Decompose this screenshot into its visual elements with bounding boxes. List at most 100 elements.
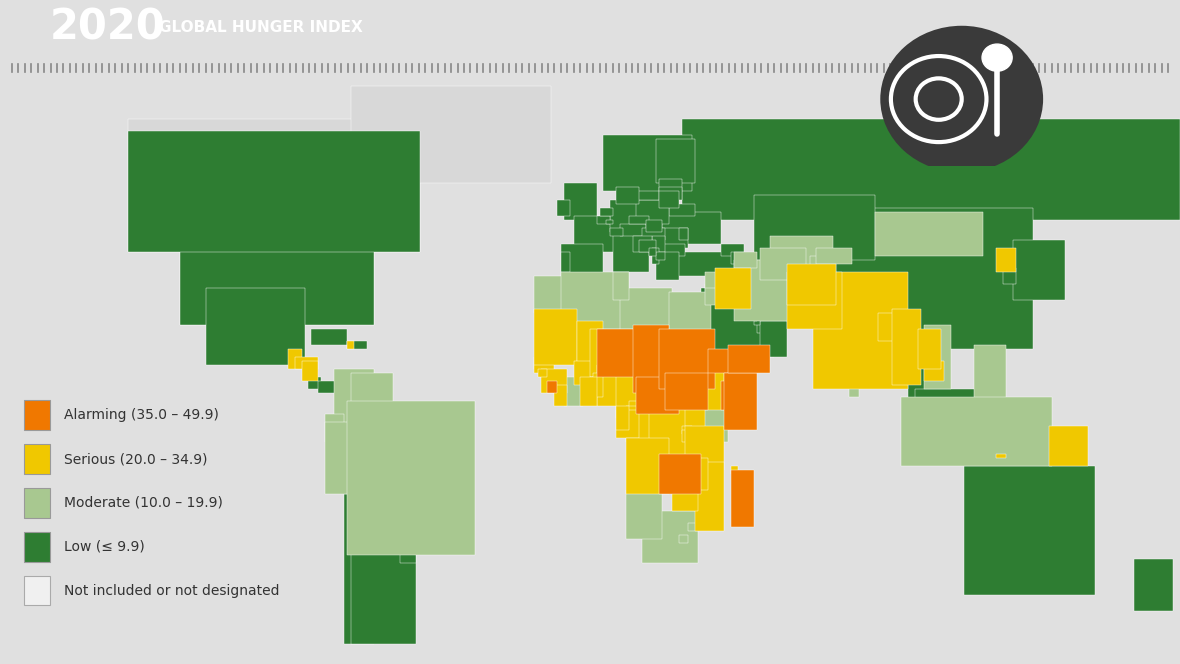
Polygon shape: [127, 119, 420, 252]
Polygon shape: [658, 187, 682, 199]
Polygon shape: [181, 220, 374, 325]
FancyBboxPatch shape: [24, 488, 50, 518]
Polygon shape: [876, 212, 983, 256]
Polygon shape: [629, 402, 691, 470]
Polygon shape: [603, 135, 691, 191]
Text: Low (≤ 9.9): Low (≤ 9.9): [64, 540, 144, 554]
Polygon shape: [669, 204, 695, 216]
Polygon shape: [616, 406, 629, 430]
Polygon shape: [918, 329, 940, 369]
Text: Alarming (35.0 – 49.9): Alarming (35.0 – 49.9): [64, 408, 218, 422]
Polygon shape: [324, 422, 367, 495]
Polygon shape: [610, 199, 640, 232]
FancyBboxPatch shape: [24, 576, 50, 606]
Polygon shape: [620, 288, 671, 345]
Polygon shape: [902, 398, 1053, 466]
Polygon shape: [538, 369, 548, 377]
Polygon shape: [295, 357, 317, 369]
Text: Not included or not designated: Not included or not designated: [64, 584, 280, 598]
Polygon shape: [350, 511, 417, 644]
Polygon shape: [675, 252, 738, 276]
Polygon shape: [848, 381, 859, 398]
Polygon shape: [616, 187, 640, 204]
Polygon shape: [658, 329, 715, 389]
Polygon shape: [560, 272, 629, 345]
Polygon shape: [708, 292, 774, 357]
Polygon shape: [350, 373, 393, 422]
Polygon shape: [662, 212, 721, 244]
Text: Serious (20.0 – 34.9): Serious (20.0 – 34.9): [64, 452, 208, 466]
Polygon shape: [787, 272, 843, 329]
Polygon shape: [557, 199, 570, 216]
Polygon shape: [813, 272, 907, 389]
Polygon shape: [553, 385, 568, 406]
Polygon shape: [809, 256, 835, 276]
Polygon shape: [636, 377, 678, 414]
Polygon shape: [597, 216, 610, 224]
Polygon shape: [760, 248, 806, 280]
Polygon shape: [590, 329, 642, 377]
Polygon shape: [758, 317, 774, 333]
Polygon shape: [699, 402, 728, 442]
Polygon shape: [363, 458, 404, 515]
Polygon shape: [656, 252, 678, 280]
Polygon shape: [1049, 426, 1088, 466]
Polygon shape: [181, 220, 374, 325]
Polygon shape: [678, 228, 688, 240]
Polygon shape: [682, 430, 691, 442]
Polygon shape: [688, 523, 699, 531]
Polygon shape: [632, 236, 653, 252]
Polygon shape: [892, 309, 922, 385]
Polygon shape: [627, 438, 669, 495]
Polygon shape: [907, 337, 937, 402]
FancyBboxPatch shape: [24, 444, 50, 473]
Polygon shape: [649, 248, 656, 256]
Polygon shape: [686, 406, 704, 430]
Polygon shape: [564, 183, 597, 220]
Polygon shape: [996, 454, 1007, 458]
Polygon shape: [669, 292, 712, 333]
Polygon shape: [347, 402, 476, 555]
Polygon shape: [704, 272, 728, 292]
Polygon shape: [642, 228, 666, 240]
Polygon shape: [964, 466, 1095, 596]
Polygon shape: [695, 458, 708, 490]
Polygon shape: [560, 252, 570, 272]
Polygon shape: [612, 272, 629, 301]
Polygon shape: [535, 309, 577, 365]
Polygon shape: [548, 381, 557, 393]
Polygon shape: [658, 454, 701, 495]
Polygon shape: [564, 377, 583, 406]
Polygon shape: [996, 248, 1016, 272]
Polygon shape: [671, 482, 699, 511]
Polygon shape: [682, 119, 1180, 220]
FancyBboxPatch shape: [24, 400, 50, 430]
Polygon shape: [730, 470, 754, 527]
Polygon shape: [345, 495, 374, 644]
Polygon shape: [741, 301, 750, 309]
Polygon shape: [974, 345, 1007, 402]
Polygon shape: [658, 179, 682, 191]
Polygon shape: [754, 313, 760, 325]
Polygon shape: [640, 240, 656, 252]
Polygon shape: [653, 236, 666, 252]
Polygon shape: [581, 377, 597, 406]
Polygon shape: [725, 369, 734, 381]
FancyBboxPatch shape: [24, 533, 50, 562]
Polygon shape: [347, 341, 354, 349]
Polygon shape: [645, 220, 662, 232]
Polygon shape: [704, 288, 721, 305]
Polygon shape: [594, 373, 603, 398]
Polygon shape: [734, 252, 758, 268]
Polygon shape: [721, 244, 745, 256]
Polygon shape: [817, 248, 852, 264]
Polygon shape: [206, 288, 304, 365]
Polygon shape: [308, 377, 321, 389]
Polygon shape: [642, 511, 699, 563]
Polygon shape: [535, 276, 586, 313]
Polygon shape: [730, 252, 745, 264]
Polygon shape: [629, 216, 649, 224]
Circle shape: [880, 26, 1043, 173]
Polygon shape: [787, 264, 835, 305]
Polygon shape: [695, 462, 725, 531]
